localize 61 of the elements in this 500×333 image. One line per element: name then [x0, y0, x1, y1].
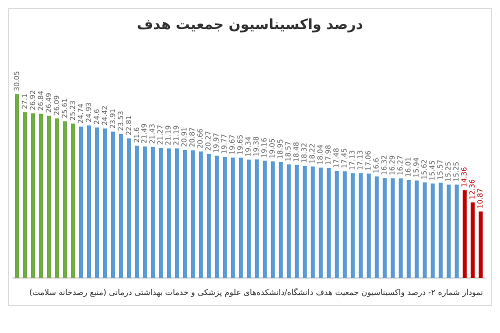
bar: [38, 114, 43, 278]
bar: [190, 150, 195, 278]
bar: [382, 178, 387, 278]
bar: [126, 138, 131, 278]
bar: [230, 158, 235, 278]
bar: [118, 134, 123, 278]
bar: [358, 173, 363, 278]
bar: [390, 178, 395, 278]
bar: [94, 127, 99, 278]
bar: [326, 168, 331, 278]
bar: [302, 166, 307, 278]
bar: [438, 182, 443, 278]
bar: [110, 132, 115, 278]
bar: [246, 160, 251, 278]
bar: [150, 146, 155, 278]
bar: [22, 112, 27, 278]
bar: [198, 152, 203, 278]
chart-title: درصد واکسیناسیون جمعیت هدف: [136, 17, 364, 34]
bar: [262, 160, 267, 278]
bar: [102, 128, 107, 278]
bar: [86, 125, 91, 278]
bar: [374, 176, 379, 278]
bar: [214, 156, 219, 278]
bar: [342, 171, 347, 278]
bar: [174, 148, 179, 278]
bar: [318, 168, 323, 278]
bar: [166, 148, 171, 278]
bar: [46, 116, 51, 278]
bar: [406, 180, 411, 278]
bar: [470, 202, 475, 278]
text: نمودار شماره ۲- درصد واکسیناسیون جمعیت هدف دانشگاه/دانشکده‌های علوم پزشکی و خدمات بهداشتی درمانی (منبع رصدخانه سلامت): [28, 287, 484, 299]
bar: [70, 124, 75, 278]
bar: [62, 121, 67, 278]
bar: [54, 118, 59, 278]
bar: [270, 161, 275, 278]
bar: [142, 146, 147, 278]
bar: [182, 150, 187, 278]
bar: [334, 171, 339, 278]
bar: [398, 178, 403, 278]
bar: [15, 94, 19, 278]
bar: [478, 211, 483, 278]
bar: [286, 164, 291, 278]
bar: [366, 174, 371, 278]
bar: [462, 190, 467, 278]
bar: [278, 162, 283, 278]
bar: [206, 154, 211, 278]
bar: [134, 146, 139, 278]
bar: [454, 184, 459, 278]
bar: [158, 148, 163, 278]
bar: [222, 157, 227, 278]
bar: [254, 159, 259, 278]
bar: [350, 173, 355, 278]
bar: [30, 113, 35, 278]
bar: [446, 184, 451, 278]
bar: [78, 126, 83, 278]
bar: [430, 183, 435, 278]
bar: [294, 164, 299, 278]
bar: [414, 180, 419, 278]
bar: [422, 182, 427, 278]
bar: [238, 158, 243, 278]
bar: [310, 166, 315, 278]
